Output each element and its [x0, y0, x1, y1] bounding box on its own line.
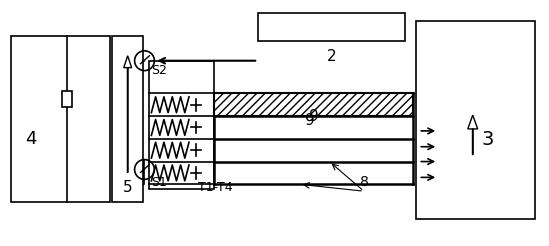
Bar — [258, 13, 405, 41]
Text: S1: S1 — [152, 176, 167, 189]
Text: S2: S2 — [152, 64, 167, 77]
Text: T1-T4: T1-T4 — [198, 181, 233, 194]
Bar — [63, 91, 72, 107]
Text: 3: 3 — [481, 130, 494, 149]
Bar — [214, 93, 413, 116]
Text: 5: 5 — [123, 180, 132, 195]
Text: 4: 4 — [25, 130, 37, 148]
Text: 9: 9 — [305, 113, 315, 128]
FancyArrow shape — [468, 115, 478, 155]
Text: 8: 8 — [360, 175, 368, 189]
FancyArrow shape — [124, 56, 132, 172]
Text: 9: 9 — [309, 109, 318, 124]
Bar — [416, 21, 535, 219]
Bar — [112, 36, 143, 202]
Bar — [11, 36, 110, 202]
Bar — [149, 61, 214, 189]
Text: 2: 2 — [327, 49, 336, 64]
